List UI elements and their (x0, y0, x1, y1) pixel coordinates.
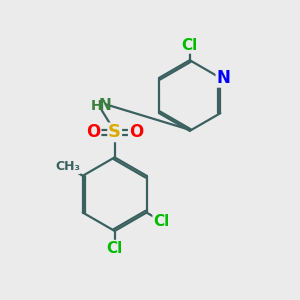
Text: N: N (216, 69, 230, 87)
Text: O: O (86, 123, 100, 141)
Text: H: H (91, 99, 102, 113)
Text: S: S (108, 123, 121, 141)
Text: Cl: Cl (182, 38, 198, 53)
Text: Cl: Cl (153, 214, 170, 229)
Text: Cl: Cl (106, 241, 123, 256)
Text: CH₃: CH₃ (55, 160, 80, 173)
Text: N: N (98, 98, 111, 113)
Text: O: O (129, 123, 143, 141)
